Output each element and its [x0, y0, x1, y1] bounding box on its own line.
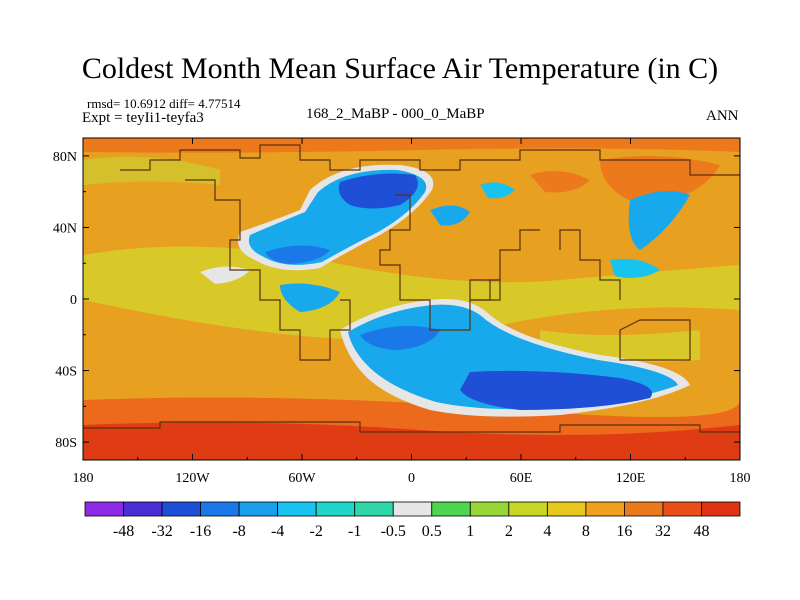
- colorbar-label: -4: [271, 523, 284, 540]
- colorbar-label: -8: [232, 523, 245, 540]
- field-asia-warm-2: [530, 171, 590, 193]
- colorbar-swatch: [277, 501, 317, 517]
- x-tick-label: 60E: [510, 471, 533, 486]
- colorbar-swatch: [84, 501, 124, 517]
- field-north-west-neutral: [200, 266, 250, 284]
- y-tick-label: 40N: [53, 221, 77, 236]
- colorbar-label: -32: [151, 523, 172, 540]
- field-east-cool-2: [610, 258, 660, 278]
- temperature-field: [83, 138, 740, 460]
- coastlines: [83, 144, 740, 433]
- field-north-cold-arm: [265, 245, 330, 264]
- x-tick-label: 120W: [175, 471, 210, 486]
- x-tick-label: 0: [408, 471, 415, 486]
- x-tick-label: 180: [73, 471, 94, 486]
- field-tropic-cool-patch: [280, 283, 340, 312]
- colorbar-swatch: [431, 501, 471, 517]
- x-tick-label: 60W: [288, 471, 316, 486]
- field-south-cold-core: [460, 370, 652, 410]
- colorbar-swatch: [238, 501, 279, 517]
- chart-title: Coldest Month Mean Surface Air Temperatu…: [81, 52, 719, 85]
- colorbar-swatch: [392, 501, 433, 517]
- colorbar-label: -2: [310, 523, 323, 540]
- coastline-west: [185, 179, 351, 361]
- field-eurasia-cool-patch-2: [480, 182, 515, 199]
- colorbar-label: -48: [113, 523, 134, 540]
- coastline-island: [619, 319, 691, 361]
- colorbar-swatch: [546, 501, 587, 517]
- coastline-north: [120, 144, 740, 176]
- colorbar-swatch: [315, 501, 356, 517]
- colorbar-swatch: [662, 501, 702, 517]
- field-north-band: [83, 156, 220, 185]
- colorbar-swatch: [200, 501, 240, 517]
- colorbar-swatch: [123, 501, 163, 517]
- colorbar-label: 0.5: [422, 523, 442, 540]
- colorbar: -48 -32 -16 -8 -4 -2 -1 -0.5 0.5 1 2 4 8 16 32 48: [84, 501, 741, 540]
- field-antarctic-hot: [83, 422, 740, 460]
- x-tick-label: 120E: [616, 471, 646, 486]
- field-north-cold-core: [338, 173, 418, 209]
- field-south-cold-arm: [360, 326, 440, 350]
- colorbar-label: 48: [693, 523, 709, 540]
- season-label: ANN: [706, 108, 739, 124]
- colorbar-label: -0.5: [381, 523, 406, 540]
- colorbar-swatch: [508, 501, 548, 517]
- y-tick-label: 0: [70, 293, 77, 308]
- colorbar-label: 32: [655, 523, 671, 540]
- coastline-east: [559, 229, 621, 300]
- colorbar-label: 8: [582, 523, 590, 540]
- colorbar-swatch: [624, 501, 664, 517]
- colorbar-label: 4: [543, 523, 551, 540]
- time-slice-label: 168_2_MaBP - 000_0_MaBP: [306, 106, 485, 122]
- axis-labels: 180 120W 60W 0 60E 120E 180 80N 40N 0 40S 80S: [53, 150, 751, 486]
- field-eurasia-cool-patch: [430, 205, 470, 226]
- colorbar-label: 2: [505, 523, 513, 540]
- colorbar-label: 16: [616, 523, 632, 540]
- experiment-label: Expt = teyIi1-teyfa3: [82, 110, 204, 126]
- coastline-antarctic: [83, 421, 740, 433]
- colorbar-label: -16: [190, 523, 211, 540]
- stats-label: rmsd= 10.6912 diff= 4.77514: [87, 96, 241, 111]
- colorbar-swatch: [354, 501, 394, 517]
- colorbar-label: -1: [348, 523, 361, 540]
- colorbar-swatch: [701, 501, 741, 517]
- colorbar-swatch: [161, 501, 201, 517]
- colorbar-swatch: [469, 501, 510, 517]
- coastline-central: [379, 194, 540, 331]
- y-tick-label: 80N: [53, 150, 77, 165]
- y-tick-label: 80S: [55, 436, 77, 451]
- x-tick-label: 180: [730, 471, 751, 486]
- colorbar-label: 1: [466, 523, 474, 540]
- y-tick-label: 40S: [55, 365, 77, 380]
- colorbar-swatch: [585, 501, 625, 517]
- field-east-cool: [628, 191, 690, 250]
- field-arctic-warm: [83, 138, 740, 153]
- coastline-islet: [469, 279, 501, 301]
- axis-ticks: [82, 138, 741, 460]
